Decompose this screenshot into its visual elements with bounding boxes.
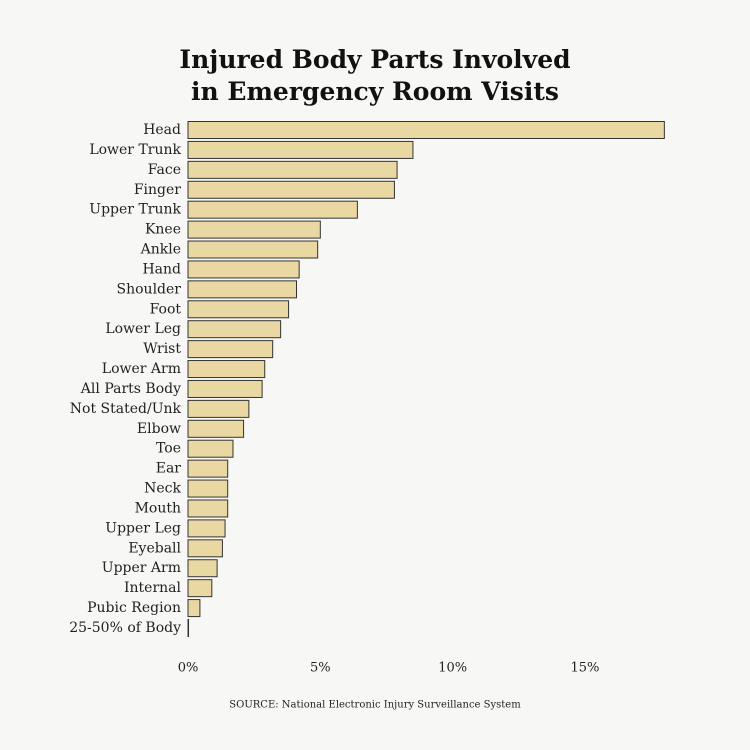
y-tick-label: 25-50% of Body bbox=[69, 620, 181, 636]
bar bbox=[187, 360, 266, 379]
bar bbox=[187, 300, 290, 319]
bar bbox=[187, 340, 274, 359]
y-tick-label: Mouth bbox=[135, 500, 181, 516]
bar bbox=[187, 399, 250, 418]
bar bbox=[187, 599, 201, 618]
y-tick-label: Lower Leg bbox=[105, 321, 181, 337]
x-tick-label: 0% bbox=[178, 661, 199, 676]
y-tick-label: Lower Trunk bbox=[89, 142, 181, 158]
bar bbox=[187, 499, 229, 518]
y-tick-label: Hand bbox=[142, 261, 181, 277]
bar bbox=[187, 220, 321, 239]
bar bbox=[187, 539, 223, 558]
y-tick-label: Toe bbox=[156, 441, 181, 457]
y-tick-label: Upper Leg bbox=[105, 520, 181, 536]
y-tick-label: Ankle bbox=[140, 242, 181, 258]
x-tick-label: 15% bbox=[571, 661, 600, 676]
y-tick-label: Upper Arm bbox=[102, 560, 181, 576]
y-tick-label: Wrist bbox=[143, 341, 181, 357]
y-tick-label: Elbow bbox=[137, 421, 181, 437]
bar bbox=[187, 519, 226, 538]
y-tick-label: All Parts Body bbox=[80, 381, 181, 397]
y-tick-label: Upper Trunk bbox=[89, 202, 181, 218]
y-tick-label: Finger bbox=[134, 182, 181, 198]
bar bbox=[187, 260, 300, 279]
bar bbox=[187, 160, 398, 179]
y-tick-label: Foot bbox=[150, 301, 182, 317]
bar bbox=[187, 439, 234, 458]
y-tick-label: Internal bbox=[124, 580, 182, 596]
y-tick-label: Head bbox=[143, 122, 181, 138]
bar bbox=[187, 479, 229, 498]
y-tick-label: Face bbox=[148, 162, 181, 178]
bar bbox=[187, 320, 282, 339]
y-tick-label: Knee bbox=[145, 222, 181, 238]
y-tick-label: Pubic Region bbox=[87, 600, 181, 616]
x-tick-label: 5% bbox=[310, 661, 331, 676]
y-tick-label: Not Stated/Unk bbox=[70, 401, 182, 417]
y-tick-label: Eyeball bbox=[128, 540, 181, 556]
bar bbox=[187, 280, 298, 299]
bar bbox=[187, 121, 665, 139]
y-tick-label: Neck bbox=[144, 481, 181, 497]
bar bbox=[187, 240, 319, 259]
y-tick-label: Ear bbox=[156, 461, 182, 477]
source: SOURCE: National Electronic Injury Surve… bbox=[229, 700, 521, 711]
bar bbox=[187, 140, 414, 159]
bar bbox=[187, 459, 229, 478]
y-tick-label: Lower Arm bbox=[102, 361, 181, 377]
bar bbox=[187, 379, 263, 398]
bar bbox=[187, 200, 358, 219]
bar bbox=[187, 579, 213, 598]
x-tick-label: 10% bbox=[438, 661, 467, 676]
bar bbox=[187, 180, 395, 199]
chart-title: Injured Body Parts Involved in Emergency… bbox=[179, 45, 571, 106]
bar bbox=[187, 419, 245, 438]
bar bbox=[187, 619, 190, 637]
bar bbox=[187, 559, 218, 578]
y-tick-label: Shoulder bbox=[117, 281, 182, 297]
